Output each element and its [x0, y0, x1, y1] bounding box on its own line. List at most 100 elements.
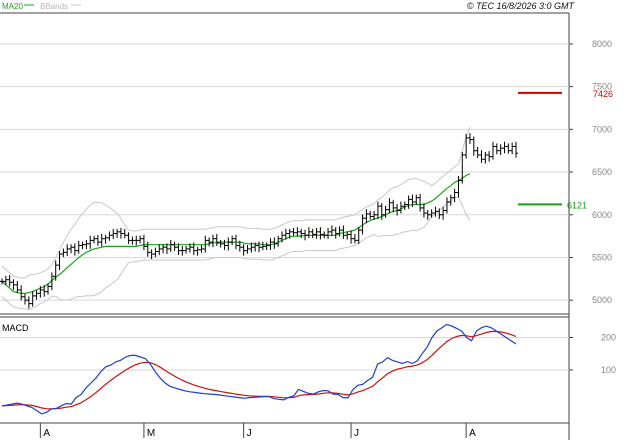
price-bar — [118, 227, 123, 239]
macd-y-axis: 200 100 — [569, 333, 616, 375]
price-bar — [387, 198, 392, 214]
price-bar — [95, 234, 100, 246]
price-bar — [272, 237, 277, 249]
price-bar — [467, 133, 472, 144]
price-bar — [23, 293, 28, 305]
bollinger-upper-line — [1, 127, 471, 279]
price-bar — [391, 199, 396, 213]
price-bar — [345, 231, 350, 240]
price-bar — [207, 237, 212, 247]
price-bar — [372, 210, 377, 221]
price-bar — [138, 235, 143, 244]
price-bar — [111, 228, 116, 239]
target-level-label: 7426 — [593, 89, 613, 99]
price-bar — [306, 227, 311, 239]
macd-signal-line — [1, 330, 517, 410]
price-bar — [15, 280, 20, 293]
price-bar — [483, 151, 488, 164]
macd-grid — [0, 337, 569, 371]
price-bar — [191, 242, 196, 255]
bollinger-lower-line — [1, 196, 471, 311]
price-bar — [19, 285, 24, 301]
price-bar — [471, 136, 476, 156]
price-bar — [241, 244, 246, 256]
price-bar — [314, 227, 319, 239]
price-bar — [406, 195, 411, 209]
price-bar — [199, 245, 204, 253]
macd-panel-title: MACD — [2, 323, 29, 333]
price-bar — [214, 233, 219, 246]
price-bar — [464, 134, 469, 159]
price-bar — [49, 272, 54, 291]
price-bar — [379, 203, 384, 220]
price-bar — [395, 204, 400, 216]
x-tick-label: J — [354, 428, 359, 439]
price-bar — [3, 275, 8, 286]
price-bar — [299, 228, 304, 238]
price-bar — [187, 243, 192, 253]
price-bar — [356, 227, 361, 245]
price-bar — [429, 209, 434, 218]
price-bar — [249, 242, 254, 253]
price-bar — [30, 291, 35, 307]
price-bar — [103, 234, 108, 244]
price-bar — [218, 239, 223, 248]
price-bar — [303, 229, 308, 241]
price-bar — [195, 246, 200, 256]
price-bar — [337, 226, 342, 237]
price-bar — [318, 227, 323, 240]
price-y-tick-label: 8000 — [592, 39, 612, 49]
price-bar — [26, 296, 31, 309]
price-bar — [80, 241, 85, 250]
price-bar — [164, 243, 169, 254]
price-bar — [322, 231, 327, 239]
price-bars — [0, 133, 518, 309]
price-bar — [34, 290, 39, 300]
price-y-axis: 5000 5500 6000 6500 7000 7500 8000 — [569, 39, 612, 305]
price-bar — [230, 235, 235, 246]
price-bar — [352, 233, 357, 244]
price-bar — [72, 243, 77, 256]
ma20-legend-label: MA20 — [2, 2, 23, 11]
price-bar — [203, 235, 208, 253]
price-bar — [498, 144, 503, 156]
price-bar — [168, 239, 173, 252]
price-bar — [264, 242, 269, 251]
price-bar — [341, 225, 346, 239]
price-bar — [425, 210, 430, 220]
price-bar — [53, 260, 58, 281]
price-bar — [487, 151, 492, 162]
x-tick-label: M — [147, 428, 155, 439]
price-bar — [310, 228, 315, 239]
price-bar — [276, 235, 281, 247]
price-bar — [180, 245, 185, 256]
price-bar — [134, 235, 139, 246]
price-bar — [494, 143, 499, 155]
price-bar — [441, 206, 446, 220]
price-bar — [398, 201, 403, 214]
price-bar — [383, 205, 388, 218]
price-bar — [153, 247, 158, 258]
bbands-legend-label: BBands — [40, 2, 68, 11]
price-bar — [291, 227, 296, 236]
macd-y-tick-label: 200 — [601, 333, 616, 343]
bollinger-bands — [1, 127, 471, 311]
x-tick-label: A — [43, 428, 50, 439]
price-grid — [0, 43, 569, 301]
target-levels: 7426 6121 — [518, 89, 613, 210]
price-bar — [0, 278, 4, 285]
price-bar — [184, 245, 189, 254]
price-bar — [253, 242, 258, 252]
price-bar — [268, 238, 273, 250]
price-bar — [329, 225, 334, 237]
price-bar — [226, 237, 231, 251]
price-bar — [257, 241, 261, 253]
price-bar — [418, 193, 423, 212]
price-bar — [437, 208, 442, 220]
price-bar — [7, 274, 12, 287]
price-y-tick-label: 7500 — [592, 82, 612, 92]
price-y-tick-label: 6000 — [592, 210, 612, 220]
price-bar — [99, 233, 104, 247]
